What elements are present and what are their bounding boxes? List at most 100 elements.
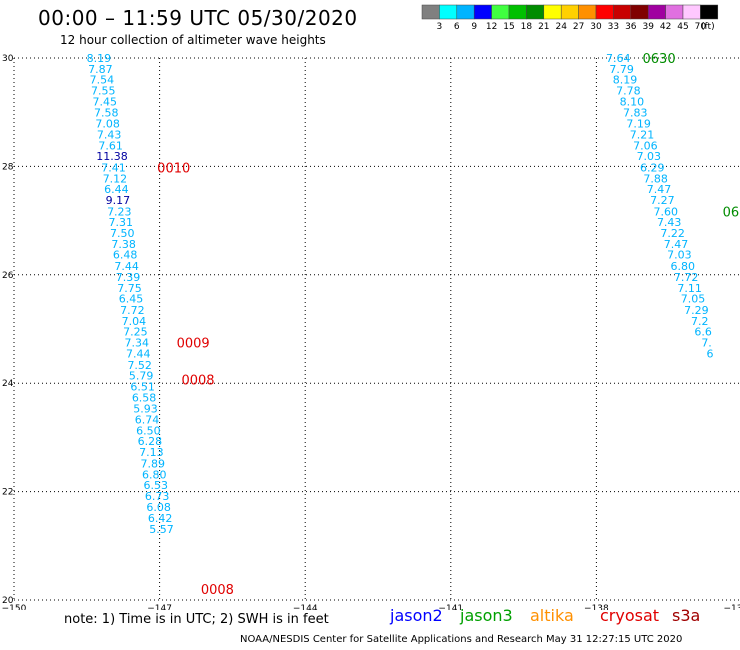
wave-height-value: 7.58 (94, 107, 119, 120)
wave-height-value: 8.19 (87, 52, 112, 65)
wave-height-value: 5.93 (133, 403, 158, 416)
x-tick-label: −150 (2, 604, 27, 610)
wave-height-value: 7.2 (691, 315, 709, 328)
legend-label: 39 (642, 22, 654, 32)
wave-height-value: 8.10 (620, 95, 645, 108)
legend-swatch (700, 4, 719, 20)
wave-height-value: 6.48 (113, 249, 138, 262)
wave-height-value: 7.72 (120, 304, 145, 317)
legend-label: 45 (677, 22, 688, 32)
wave-height-value: 7.55 (91, 85, 116, 98)
x-tick-label: −141 (438, 604, 463, 610)
legend-label: 3 (437, 22, 443, 32)
wave-height-value: 7.79 (609, 63, 634, 76)
wave-height-value: 6 (706, 347, 713, 360)
wave-height-value: 7.12 (103, 172, 128, 185)
y-tick-label: 24 (2, 379, 14, 389)
wave-height-value: 9.17 (106, 194, 131, 207)
legend-label: 21 (538, 22, 549, 32)
y-tick-label: 26 (2, 271, 14, 281)
wave-height-value: 7.88 (643, 172, 668, 185)
time-label: 0009 (177, 337, 210, 352)
wave-height-value: 7.64 (606, 52, 631, 65)
legend-label: 30 (590, 22, 602, 32)
credit-line: NOAA/NESDIS Center for Satellite Applica… (240, 634, 683, 645)
wave-height-value: 5.57 (149, 523, 174, 536)
wave-height-value: 6.28 (138, 435, 163, 448)
time-label: 0008 (201, 583, 234, 598)
legend-label: 27 (573, 22, 584, 32)
x-tick-label: −138 (584, 604, 609, 610)
wave-height-value: 6.42 (148, 512, 173, 525)
footer-note: note: 1) Time is in UTC; 2) SWH is in fe… (64, 612, 329, 627)
legend-label: 6 (454, 22, 460, 32)
time-label: 0010 (157, 161, 190, 176)
legend-label: 42 (660, 22, 671, 32)
wave-height-value: 7.44 (114, 260, 139, 273)
y-tick-label: 28 (2, 162, 14, 172)
wave-height-value: 7.25 (123, 326, 148, 339)
wave-height-value: 7.60 (654, 205, 679, 218)
legend-label: 18 (521, 22, 533, 32)
wave-height-value: 6.51 (130, 380, 155, 393)
wave-height-value: 7.52 (127, 359, 152, 372)
legend-label: 24 (555, 22, 567, 32)
wave-height-value: 7.39 (116, 271, 141, 284)
wave-height-value: 6.6 (694, 326, 712, 339)
wave-height-value: 7.47 (664, 238, 689, 251)
wave-height-value: 7.11 (677, 282, 702, 295)
wave-height-value: 6.50 (136, 424, 161, 437)
wave-height-value: 7.08 (95, 118, 120, 131)
legend-label: 33 (608, 22, 619, 32)
wave-height-value: 7.13 (139, 446, 164, 459)
x-tick-label: −144 (293, 604, 318, 610)
wave-height-value: 6.73 (145, 490, 170, 503)
wave-height-value: 7.03 (667, 249, 692, 262)
wave-height-value: 6.80 (142, 468, 167, 481)
legend-cryosat: cryosat (600, 606, 660, 625)
wave-height-value: 7.06 (633, 139, 658, 152)
wave-height-value: 7.54 (90, 74, 115, 87)
wave-height-value: 7.04 (122, 315, 147, 328)
legend-label: 36 (625, 22, 637, 32)
wave-height-value: 7.50 (110, 227, 135, 240)
legend-jason3: jason3 (460, 606, 513, 625)
wave-height-value: 7.31 (109, 216, 134, 229)
wave-height-value: 7.45 (93, 95, 118, 108)
wave-height-value: 7.41 (101, 161, 126, 174)
wave-height-value: 6.80 (671, 260, 696, 273)
wave-height-value: 7.61 (98, 139, 123, 152)
legend-jason2: jason2 (390, 606, 443, 625)
wave-height-value: 7.38 (111, 238, 136, 251)
time-label: 0630 (643, 52, 676, 67)
wave-height-value: 7.19 (626, 118, 651, 131)
wave-height-value: 7.34 (125, 337, 150, 350)
wave-height-value: 7.47 (647, 183, 672, 196)
wave-height-value: 11.38 (96, 150, 128, 163)
wave-height-value: 6.58 (132, 391, 157, 404)
wave-height-value: 7. (701, 337, 712, 350)
chart-subtitle: 12 hour collection of altimeter wave hei… (60, 33, 326, 47)
wave-height-value: 7.83 (623, 107, 648, 120)
wave-height-value: 7.89 (141, 457, 166, 470)
wave-height-value: 7.23 (107, 205, 132, 218)
y-tick-label: 20 (2, 596, 14, 606)
legend-s3a: s3a (672, 606, 701, 625)
wave-height-value: 6.45 (119, 293, 144, 306)
y-tick-label: 22 (2, 488, 13, 498)
color-scale-legend: 3 6 9 12 15 18 21 24 27 30 33 36 39 42 45 70(ft) (421, 4, 719, 32)
wave-height-value: 7.27 (650, 194, 675, 207)
wave-height-value: 7.72 (674, 271, 699, 284)
legend-altika: altika (530, 606, 574, 625)
wave-height-value: 7.22 (660, 227, 685, 240)
wave-height-value: 7.43 (657, 216, 682, 229)
wave-height-value: 7.03 (637, 150, 662, 163)
wave-height-value: 7.05 (681, 293, 706, 306)
wave-height-value: 7.43 (97, 128, 122, 141)
wave-height-value: 7.44 (126, 347, 151, 360)
legend-label: 15 (503, 22, 514, 32)
legend-unit: (ft) (701, 22, 715, 32)
wave-height-value: 6.29 (640, 161, 665, 174)
legend-label: 9 (471, 22, 477, 32)
